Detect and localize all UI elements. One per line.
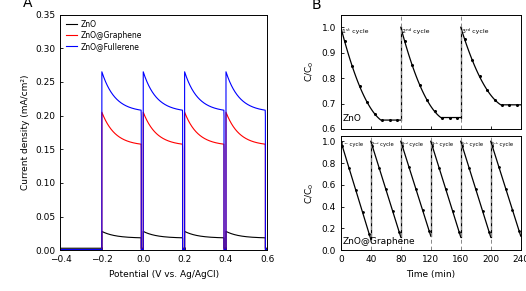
Y-axis label: C/C$_0$: C/C$_0$ [304, 61, 316, 82]
ZnO [250, 236, 257, 239]
Text: 2ⁿᵈ cycle: 2ⁿᵈ cycle [371, 141, 394, 146]
ZnO [264, 246, 270, 250]
ZnO [95, 246, 102, 250]
ZnO@Fullerene [117, 100, 123, 104]
Legend: ZnO, ZnO@Graphene, ZnO@Fullerene: ZnO, ZnO@Graphene, ZnO@Fullerene [64, 18, 143, 52]
Line: ZnO@Graphene: ZnO@Graphene [60, 112, 267, 250]
ZnO@Graphene [227, 119, 233, 123]
ZnO@Fullerene [99, 70, 105, 74]
ZnO@Fullerene [264, 248, 270, 251]
ZnO@Graphene [213, 141, 219, 145]
X-axis label: Potential (V vs. Ag/AgCl): Potential (V vs. Ag/AgCl) [109, 270, 219, 279]
Text: 5ᵗʰ cycle: 5ᵗʰ cycle [461, 141, 483, 146]
Text: 3ʳᵈ cycle: 3ʳᵈ cycle [462, 28, 489, 34]
ZnO [99, 230, 105, 233]
Line: ZnO: ZnO [60, 231, 267, 248]
Text: ZnO@Graphene: ZnO@Graphene [343, 237, 416, 246]
Text: A: A [23, 0, 33, 10]
ZnO@Fullerene [95, 248, 102, 251]
ZnO@Graphene [187, 123, 194, 126]
ZnO [57, 246, 64, 250]
ZnO@Fullerene [227, 80, 233, 84]
Text: 6ᵗʰ cycle: 6ᵗʰ cycle [491, 141, 513, 146]
ZnO@Fullerene [57, 248, 64, 251]
Text: B: B [312, 0, 322, 12]
ZnO@Graphene [57, 248, 64, 251]
ZnO@Graphene [117, 136, 123, 139]
ZnO [227, 231, 233, 235]
Text: 1ˢᵗ cycle: 1ˢᵗ cycle [341, 28, 368, 34]
Line: ZnO@Fullerene: ZnO@Fullerene [60, 72, 267, 250]
Text: ZnO: ZnO [343, 113, 362, 123]
ZnO@Fullerene [187, 85, 194, 88]
ZnO@Fullerene [250, 106, 257, 109]
ZnO@Graphene [264, 248, 270, 251]
Text: 3ʳᵈ cycle: 3ʳᵈ cycle [401, 141, 423, 146]
ZnO@Graphene [95, 248, 102, 251]
ZnO@Fullerene [213, 107, 219, 110]
ZnO [117, 235, 123, 238]
ZnO@Graphene [250, 140, 257, 143]
Text: 1ˢᵗ cycle: 1ˢᵗ cycle [341, 141, 363, 146]
Y-axis label: Current density (mA/cm²): Current density (mA/cm²) [21, 75, 30, 190]
Y-axis label: C/C$_0$: C/C$_0$ [304, 182, 316, 204]
ZnO@Graphene [99, 111, 105, 114]
ZnO [187, 232, 194, 236]
X-axis label: Time (min): Time (min) [406, 270, 456, 279]
Text: 4ᵗʰ cycle: 4ᵗʰ cycle [431, 141, 453, 146]
ZnO [213, 236, 219, 239]
Text: 2ⁿᵈ cycle: 2ⁿᵈ cycle [402, 28, 430, 34]
